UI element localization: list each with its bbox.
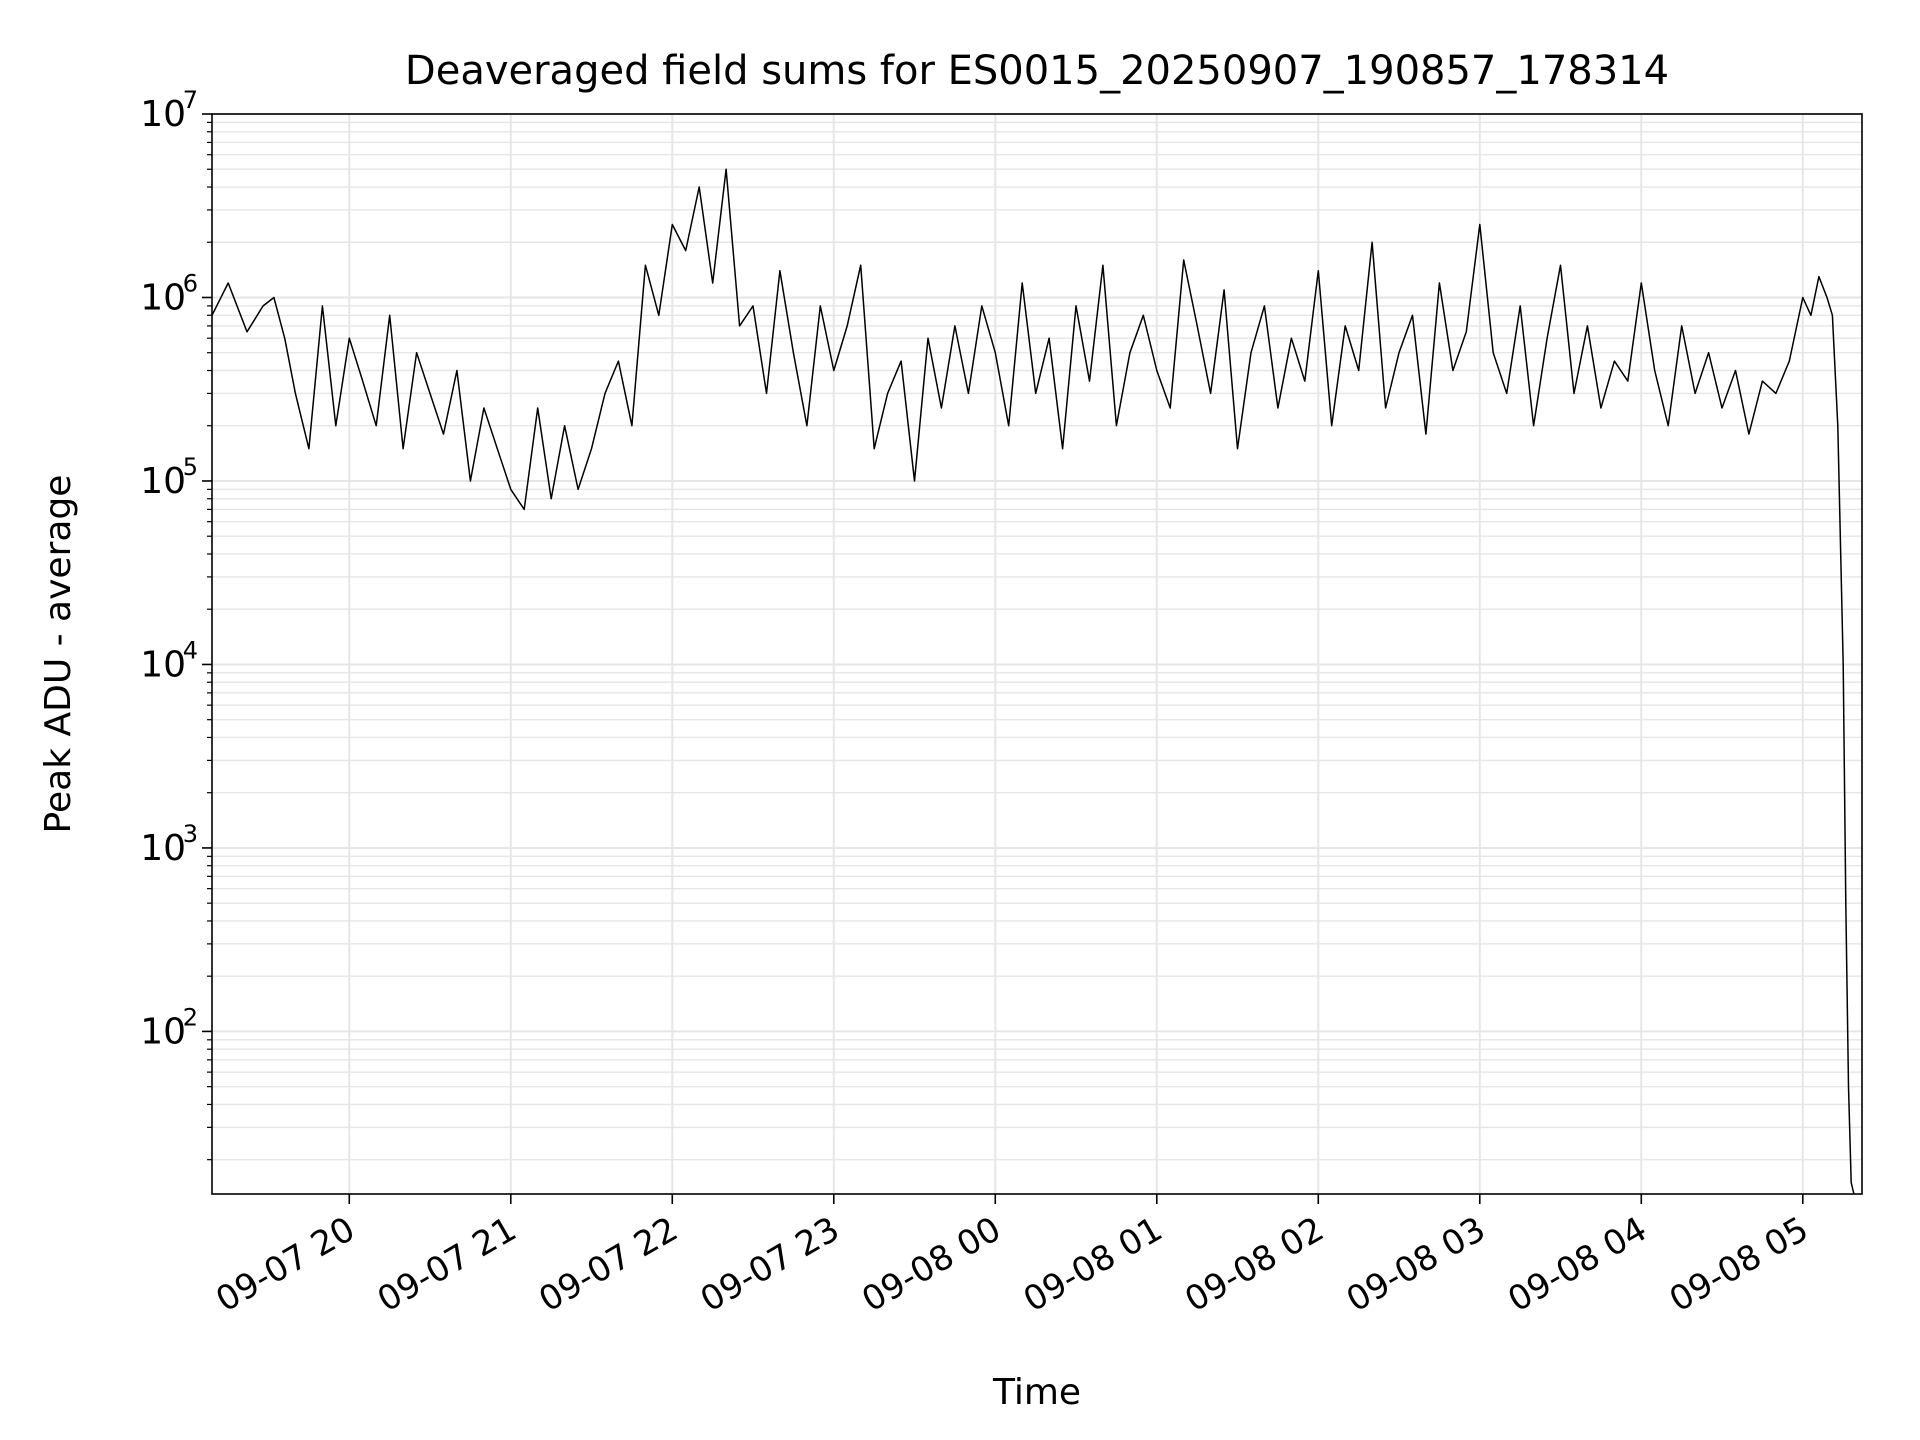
- data-series-line: [211, 168, 1855, 1195]
- y-tick-label: 10: [140, 461, 186, 502]
- y-tick-label: 10: [140, 828, 186, 869]
- y-tick-label: 10: [140, 1011, 186, 1052]
- y-tick-exponent: 5: [183, 453, 198, 481]
- gridlines: [212, 113, 1862, 1194]
- plot-frame: [211, 113, 1863, 1195]
- y-tick-label: 10: [140, 644, 186, 685]
- y-tick-exponent: 2: [183, 1003, 198, 1031]
- y-axis-label: Peak ADU - average: [38, 475, 79, 834]
- chart-title: Deaveraged field sums for ES0015_2025090…: [405, 48, 1669, 94]
- y-tick-label: 10: [140, 94, 186, 135]
- x-axis-label: Time: [992, 1372, 1081, 1413]
- y-tick-exponent: 7: [183, 86, 198, 114]
- y-tick-exponent: 3: [183, 820, 198, 848]
- y-tick-exponent: 6: [183, 269, 198, 297]
- y-tick-exponent: 4: [183, 636, 198, 664]
- y-tick-label: 10: [140, 277, 186, 318]
- series-layer: [211, 168, 1855, 1195]
